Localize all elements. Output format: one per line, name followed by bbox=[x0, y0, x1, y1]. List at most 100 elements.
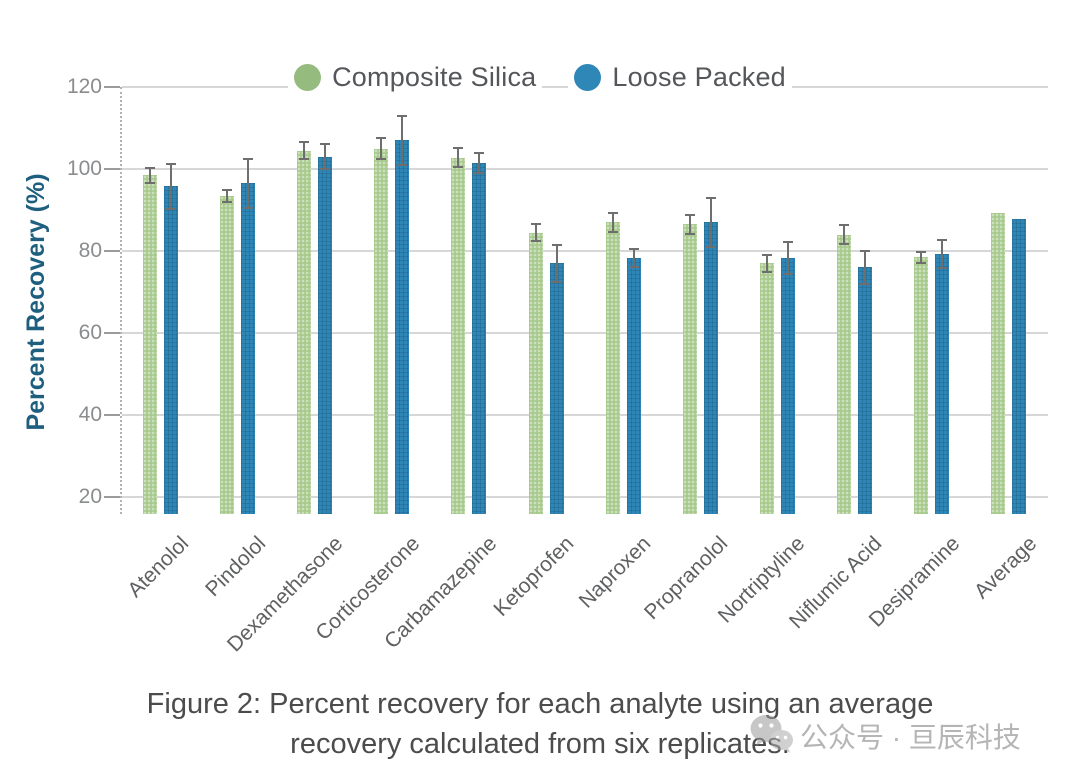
y-tick-label-20: 20 bbox=[78, 485, 102, 509]
bar-loose-packed-ketoprofen bbox=[549, 263, 564, 514]
error-bar-cap bbox=[397, 114, 408, 117]
wechat-icon bbox=[748, 712, 794, 760]
bar-loose-packed-carbamazepine bbox=[472, 162, 487, 514]
bar-loose-packed-pindolol bbox=[241, 183, 256, 514]
gridline-80 bbox=[122, 250, 1048, 253]
legend-item-loose-packed: Loose Packed bbox=[568, 62, 792, 93]
error-bar-loose-packed-ketoprofen bbox=[555, 244, 558, 282]
error-bar-cap bbox=[551, 243, 562, 246]
bar-loose-packed-naproxen bbox=[626, 258, 641, 514]
error-bar-cap bbox=[782, 240, 793, 243]
error-bar-loose-packed-naproxen bbox=[632, 248, 635, 268]
y-tick-label-40: 40 bbox=[78, 403, 102, 427]
error-bar-cap bbox=[243, 157, 254, 160]
bar-composite-silica-naproxen bbox=[605, 222, 620, 514]
error-bar-composite-silica-naproxen bbox=[611, 212, 614, 232]
error-bar-cap bbox=[782, 273, 793, 276]
y-tick-label-100: 100 bbox=[66, 157, 102, 181]
error-bar-cap bbox=[628, 247, 639, 250]
bar-loose-packed-desipramine bbox=[935, 253, 949, 514]
error-bar-cap bbox=[145, 166, 155, 169]
error-bar-loose-packed-propranolol bbox=[709, 197, 712, 247]
error-bar-composite-silica-atenolol bbox=[149, 167, 151, 183]
error-bar-composite-silica-propranolol bbox=[688, 214, 691, 234]
error-bar-cap bbox=[145, 181, 155, 184]
legend-dot-icon bbox=[574, 64, 602, 91]
gridline-60 bbox=[122, 332, 1048, 335]
bar-composite-silica-corticosterone bbox=[374, 148, 389, 514]
bar-loose-packed-nortriptyline bbox=[780, 258, 795, 514]
error-bar-cap bbox=[607, 230, 618, 233]
error-bar-cap bbox=[916, 261, 926, 264]
error-bar-cap bbox=[684, 213, 695, 216]
y-tick-mark bbox=[104, 414, 120, 417]
bar-loose-packed-corticosterone bbox=[395, 140, 410, 514]
legend-label: Composite Silica bbox=[332, 62, 537, 92]
y-tick-mark bbox=[104, 86, 120, 88]
bar-composite-silica-desipramine bbox=[914, 257, 928, 514]
error-bar-cap bbox=[299, 157, 310, 160]
error-bar-composite-silica-desipramine bbox=[920, 251, 922, 263]
bar-loose-packed-atenolol bbox=[164, 186, 178, 514]
error-bar-cap bbox=[838, 243, 849, 246]
error-bar-loose-packed-atenolol bbox=[170, 163, 172, 209]
error-bar-cap bbox=[222, 200, 233, 203]
chart-legend: Composite Silica Loose Packed bbox=[0, 62, 1080, 93]
bar-loose-packed-niflumic-acid bbox=[857, 267, 872, 514]
error-bar-composite-silica-niflumic-acid bbox=[842, 225, 845, 245]
error-bar-composite-silica-carbamazepine bbox=[457, 148, 460, 167]
error-bar-cap bbox=[376, 137, 387, 140]
error-bar-cap bbox=[859, 282, 870, 285]
error-bar-cap bbox=[937, 238, 947, 241]
error-bar-cap bbox=[453, 147, 464, 150]
error-bar-cap bbox=[474, 172, 485, 175]
y-tick-mark bbox=[104, 168, 120, 171]
error-bar-loose-packed-corticosterone bbox=[401, 115, 404, 165]
gridline-100 bbox=[122, 168, 1048, 171]
error-bar-cap bbox=[705, 245, 716, 248]
error-bar-composite-silica-ketoprofen bbox=[534, 224, 537, 241]
error-bar-cap bbox=[628, 266, 639, 269]
bar-loose-packed-dexamethasone bbox=[318, 156, 333, 514]
bar-composite-silica-carbamazepine bbox=[451, 157, 466, 514]
bar-composite-silica-atenolol bbox=[143, 175, 157, 514]
error-bar-cap bbox=[551, 280, 562, 283]
legend-dot-icon bbox=[294, 64, 322, 91]
caption-line-2: recovery calculated from six replicates. bbox=[290, 728, 790, 760]
error-bar-composite-silica-pindolol bbox=[226, 189, 229, 202]
error-bar-cap bbox=[474, 151, 485, 154]
error-bar-cap bbox=[607, 211, 618, 214]
bar-loose-packed-average bbox=[1012, 219, 1027, 514]
bar-composite-silica-average bbox=[991, 212, 1006, 514]
bar-loose-packed-propranolol bbox=[703, 222, 718, 514]
error-bar-cap bbox=[376, 157, 387, 160]
bar-composite-silica-dexamethasone bbox=[297, 150, 312, 514]
bar-composite-silica-pindolol bbox=[220, 195, 235, 514]
legend-item-composite-silica: Composite Silica bbox=[288, 62, 543, 93]
y-tick-label-60: 60 bbox=[78, 321, 102, 345]
y-tick-mark bbox=[104, 332, 120, 335]
error-bar-cap bbox=[937, 267, 947, 270]
y-tick-mark bbox=[104, 496, 120, 499]
error-bar-cap bbox=[705, 196, 716, 199]
error-bar-cap bbox=[299, 141, 310, 144]
figure-caption: Figure 2: Percent recovery for each anal… bbox=[0, 684, 1080, 764]
error-bar-loose-packed-desipramine bbox=[941, 239, 943, 269]
error-bar-composite-silica-corticosterone bbox=[380, 138, 383, 159]
error-bar-cap bbox=[166, 162, 176, 165]
error-bar-cap bbox=[859, 250, 870, 253]
y-axis-line bbox=[120, 87, 122, 514]
error-bar-cap bbox=[530, 239, 541, 242]
error-bar-cap bbox=[243, 207, 254, 209]
error-bar-cap bbox=[320, 143, 331, 146]
y-tick-label-80: 80 bbox=[78, 239, 102, 263]
watermark: 公众号 · 亘辰科技 bbox=[748, 712, 1021, 760]
error-bar-cap bbox=[453, 165, 464, 168]
error-bar-loose-packed-nortriptyline bbox=[786, 241, 789, 275]
bar-composite-silica-propranolol bbox=[682, 224, 697, 514]
caption-line-1: Figure 2: Percent recovery for each anal… bbox=[146, 688, 934, 720]
error-bar-loose-packed-pindolol bbox=[247, 158, 250, 208]
error-bar-cap bbox=[222, 188, 233, 191]
error-bar-cap bbox=[320, 168, 331, 171]
